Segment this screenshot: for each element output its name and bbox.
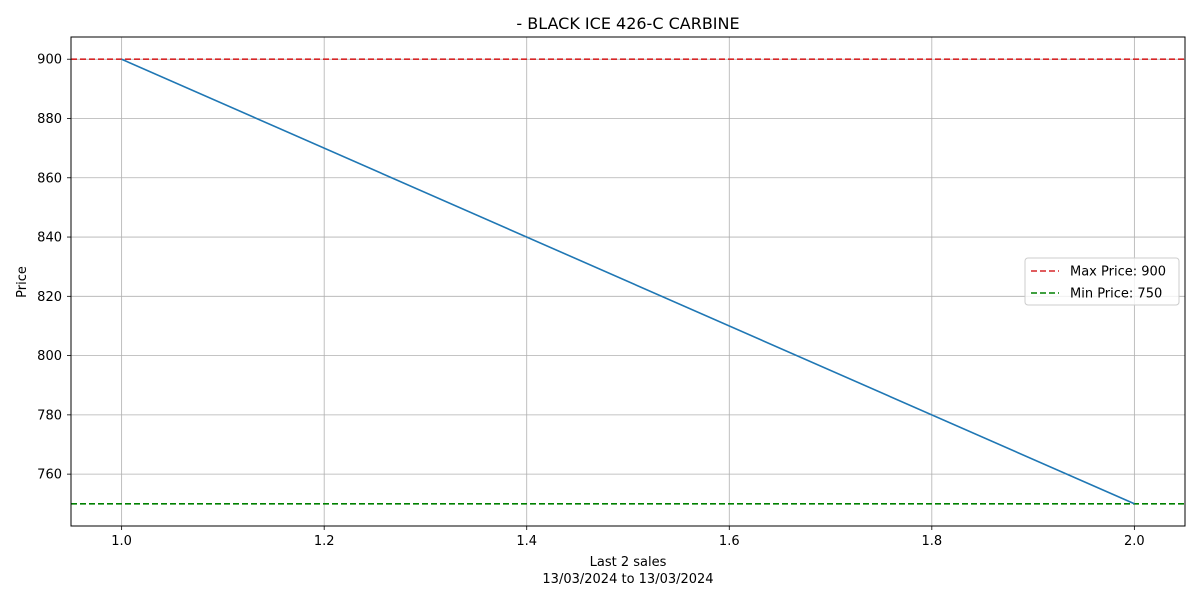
x-tick-label: 1.8 xyxy=(921,534,942,549)
y-tick-label: 800 xyxy=(37,349,62,364)
x-tick-label: 1.2 xyxy=(314,534,335,549)
y-tick-label: 900 xyxy=(37,53,62,68)
x-tick-label: 2.0 xyxy=(1124,534,1145,549)
x-axis-label: Last 2 sales xyxy=(590,555,667,570)
y-tick-label: 820 xyxy=(37,290,62,305)
legend-label: Min Price: 750 xyxy=(1070,287,1162,302)
legend: Max Price: 900 Min Price: 750 xyxy=(1024,257,1180,306)
x-tick-label: 1.4 xyxy=(516,534,537,549)
x-tick-label: 1.6 xyxy=(719,534,740,549)
price-series-line xyxy=(121,58,1135,505)
y-tick-label: 760 xyxy=(37,468,62,483)
plot-frame xyxy=(70,36,1186,527)
y-axis-ticks: 760 780 800 820 840 860 880 900 xyxy=(37,53,71,483)
y-axis-label: Price xyxy=(15,266,30,298)
legend-label: Max Price: 900 xyxy=(1070,265,1166,280)
y-tick-label: 860 xyxy=(37,171,62,186)
x-axis-sublabel: 13/03/2024 to 13/03/2024 xyxy=(542,572,713,587)
y-tick-label: 880 xyxy=(37,112,62,127)
x-axis-ticks: 1.0 1.2 1.4 1.6 1.8 2.0 xyxy=(111,526,1145,549)
chart-title: - BLACK ICE 426-C CARBINE xyxy=(516,14,739,33)
x-tick-label: 1.0 xyxy=(111,534,132,549)
legend-box xyxy=(1024,257,1180,306)
reference-lines xyxy=(71,58,1185,505)
y-tick-label: 780 xyxy=(37,408,62,423)
y-tick-label: 840 xyxy=(37,231,62,246)
series-layer xyxy=(121,58,1135,505)
